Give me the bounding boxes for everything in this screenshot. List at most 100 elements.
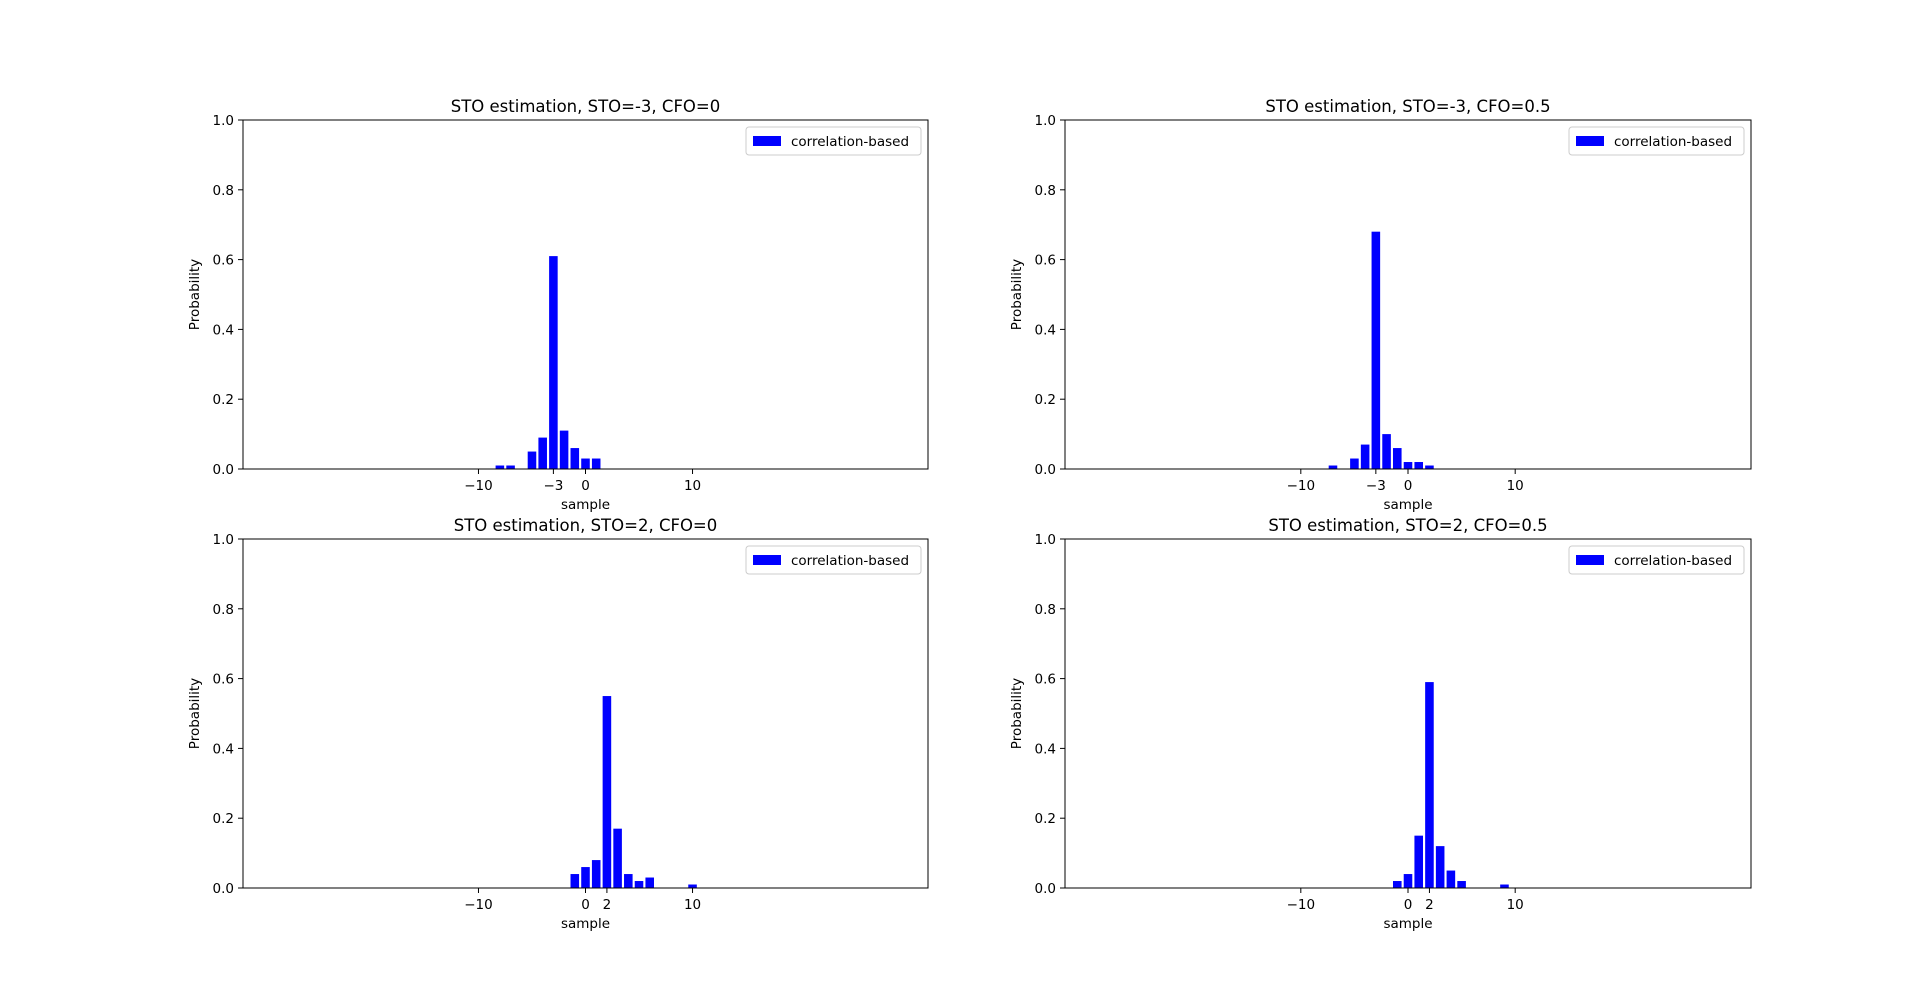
chart-1-xtick-label: 10 <box>684 478 701 494</box>
chart-3-legend-box <box>745 545 922 575</box>
chart-2-ytick-label: 0.8 <box>1035 183 1056 199</box>
chart-1-bar <box>559 430 569 469</box>
chart-4-legend-label: correlation-based <box>1614 553 1732 569</box>
chart-4-bar <box>1425 682 1434 888</box>
chart-2-xtick-label: −10 <box>1287 478 1316 494</box>
chart-2-ytick-label: 0.4 <box>1035 322 1056 338</box>
chart-2-xtick-label: 10 <box>1507 478 1524 494</box>
chart-4-bar <box>1403 874 1413 888</box>
chart-2-xtick-label: −3 <box>1366 478 1386 494</box>
chart-3-xtick-label: 10 <box>684 897 701 913</box>
chart-1-xtick-label: −3 <box>543 478 563 494</box>
chart-3-bar <box>688 884 697 888</box>
chart-3-xtick-label: −10 <box>464 897 493 913</box>
chart-3-axes-frame <box>242 538 929 889</box>
chart-4-bar <box>1500 884 1509 888</box>
chart-2-xtick-label: 0 <box>1404 478 1413 494</box>
chart-4-xtick-label: −10 <box>1287 897 1316 913</box>
chart-2-legend-swatch <box>1576 136 1604 146</box>
chart-3-xtick-label: 2 <box>603 897 612 913</box>
chart-2-bar <box>1425 465 1434 469</box>
chart-2-bar <box>1360 444 1370 469</box>
chart-2-bar <box>1371 231 1381 469</box>
chart-1-legend: correlation-based <box>745 126 922 156</box>
chart-2-bar <box>1392 448 1402 469</box>
chart-1-ytick-label: 0.8 <box>213 183 234 199</box>
chart-1-bar <box>581 458 590 469</box>
chart-2-bar <box>1328 465 1338 469</box>
chart-3-ytick-label: 0.6 <box>213 672 234 688</box>
chart-1-bar <box>506 465 515 469</box>
chart-2-legend: correlation-based <box>1568 126 1745 156</box>
chart-2-ytick-label: 0.0 <box>1035 462 1056 478</box>
chart-3-bar <box>613 828 622 888</box>
chart-4-bar <box>1414 835 1424 888</box>
chart-4-xtick-label: 0 <box>1404 897 1413 913</box>
chart-4-xtick-label: 2 <box>1425 897 1434 913</box>
chart-1-ytick-label: 0.2 <box>213 392 234 408</box>
chart-4-ytick-label: 0.8 <box>1035 602 1056 618</box>
chart-1-ytick-label: 0.0 <box>213 462 234 478</box>
chart-2-bar <box>1350 458 1359 469</box>
chart-1-bar <box>527 451 537 469</box>
chart-3-bar <box>634 881 644 888</box>
chart-4-xlabel: sample <box>1383 916 1432 932</box>
chart-2-bar <box>1403 462 1413 469</box>
chart-2-title: STO estimation, STO=-3, CFO=0.5 <box>1265 97 1550 116</box>
chart-1-ylabel: Probability <box>187 259 203 330</box>
chart-2-legend-label: correlation-based <box>1614 134 1732 150</box>
chart-1-title: STO estimation, STO=-3, CFO=0 <box>451 97 721 116</box>
chart-1-bar <box>549 256 558 469</box>
chart-3-legend: correlation-based <box>745 545 922 575</box>
chart-1-bar <box>538 437 547 469</box>
chart-3-ytick-label: 0.8 <box>213 602 234 618</box>
chart-3-bar <box>645 877 654 888</box>
chart-2: 0.0 0.2 0.4 0.6 0.8 1.0 −10 −3 0 10 STO estimation… <box>1009 97 1752 513</box>
chart-3-bar <box>591 860 601 888</box>
chart-2-legend-box <box>1568 126 1745 156</box>
chart-1-ytick-label: 0.4 <box>213 322 234 338</box>
chart-4-bar <box>1446 870 1456 888</box>
chart-4-ytick-label: 1.0 <box>1035 532 1056 548</box>
chart-1-bar <box>591 458 601 469</box>
chart-4-axes-frame <box>1064 538 1752 889</box>
chart-2-bar <box>1414 462 1424 469</box>
chart-3-ytick-label: 0.4 <box>213 741 234 757</box>
chart-3-xlabel: sample <box>561 916 610 932</box>
chart-4-legend-box <box>1568 545 1745 575</box>
chart-1-xtick-label: −10 <box>464 478 493 494</box>
chart-3-xtick-label: 0 <box>581 897 590 913</box>
chart-3-bar <box>570 874 580 888</box>
chart-4-ytick-label: 0.0 <box>1035 881 1056 897</box>
chart-2-ytick-label: 1.0 <box>1035 113 1056 129</box>
chart-4-bar <box>1435 846 1445 888</box>
chart-1-legend-label: correlation-based <box>791 134 909 150</box>
chart-1-axes-frame <box>242 119 929 470</box>
chart-3-bar <box>624 874 633 888</box>
chart-4-bar <box>1392 881 1402 888</box>
chart-3-title: STO estimation, STO=2, CFO=0 <box>454 516 718 535</box>
chart-4-ylabel: Probability <box>1009 678 1025 749</box>
chart-3: 0.0 0.2 0.4 0.6 0.8 1.0 −10 0 2 10 STO estimation,… <box>187 516 929 932</box>
chart-3-legend-swatch <box>753 555 781 565</box>
chart-2-bar <box>1382 434 1391 469</box>
chart-3-ytick-label: 1.0 <box>213 532 234 548</box>
chart-1-xtick-label: 0 <box>581 478 590 494</box>
chart-2-xlabel: sample <box>1383 497 1432 513</box>
chart-3-ylabel: Probability <box>187 678 203 749</box>
chart-4-ytick-label: 0.6 <box>1035 672 1056 688</box>
chart-4-legend-swatch <box>1576 555 1604 565</box>
chart-1-legend-box <box>745 126 922 156</box>
chart-3-ytick-label: 0.2 <box>213 811 234 827</box>
chart-3-bar <box>581 867 590 888</box>
chart-2-ytick-label: 0.2 <box>1035 392 1056 408</box>
chart-1-xlabel: sample <box>561 497 610 513</box>
chart-1-ytick-label: 0.6 <box>213 253 234 269</box>
chart-3-ytick-label: 0.0 <box>213 881 234 897</box>
chart-4-legend: correlation-based <box>1568 545 1745 575</box>
chart-1: 0.0 0.2 0.4 0.6 0.8 1.0 −10 −3 0 10 STO estimation… <box>187 97 929 513</box>
chart-3-legend-label: correlation-based <box>791 553 909 569</box>
chart-1-ytick-label: 1.0 <box>213 113 234 129</box>
chart-2-ytick-label: 0.6 <box>1035 253 1056 269</box>
